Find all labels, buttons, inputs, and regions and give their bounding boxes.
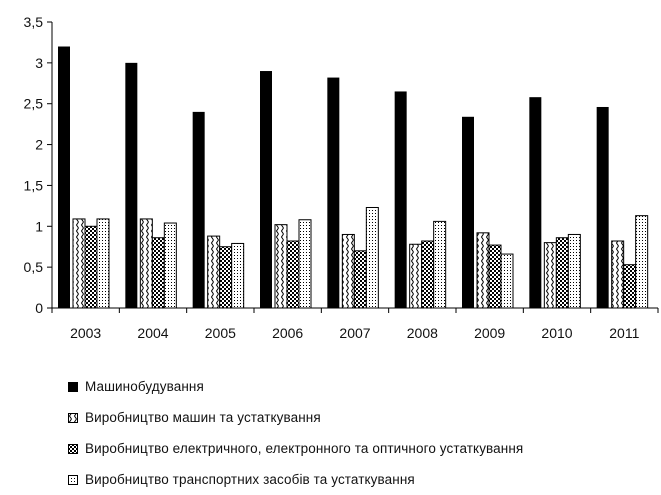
x-tick-label: 2011 (609, 325, 639, 341)
bar-2004-series-2 (139, 218, 153, 309)
bars (58, 46, 649, 309)
bar-2010-series-3 (555, 237, 569, 309)
bar-2003-series-4 (96, 218, 110, 309)
bar-2008-series-4 (433, 220, 447, 309)
y-tick-label: 0,5 (24, 259, 44, 275)
bar-2008-series-2 (409, 243, 423, 309)
y-tick-label: 3 (35, 55, 43, 71)
legend-swatch-zigzag (68, 412, 78, 423)
bar-2003-series-1 (58, 46, 70, 309)
bar-2011-series-4 (635, 215, 649, 309)
bar-2004-series-1 (125, 62, 138, 308)
bar-2007-series-1 (327, 77, 340, 309)
y-tick-label: 2,5 (24, 96, 44, 112)
legend-swatch-checker (68, 443, 78, 454)
x-tick-label: 2009 (474, 325, 505, 341)
bar-2008-series-1 (394, 91, 407, 308)
legend-swatch-dots (68, 474, 78, 485)
bar-2006-series-1 (260, 71, 272, 309)
x-tick-label: 2007 (339, 325, 370, 341)
legend: Машинобудування Виробництво машин та уст… (68, 371, 523, 495)
x-tick-label: 2008 (407, 325, 438, 341)
legend-label: Виробництво електричного, електронного т… (85, 441, 524, 456)
legend-label: Виробництво машин та устаткування (85, 410, 321, 425)
x-tick-label: 2003 (70, 325, 101, 341)
y-tick-label: 1 (35, 218, 43, 234)
bar-2004-series-4 (163, 222, 177, 309)
bar-2009-series-1 (462, 116, 474, 308)
bar-2008-series-3 (421, 240, 435, 309)
x-tick-label: 2006 (272, 325, 303, 341)
bar-2010-series-1 (529, 97, 542, 308)
bar-2010-series-2 (543, 242, 557, 309)
y-tick-label: 3,5 (24, 14, 44, 30)
bar-2005-series-4 (231, 242, 245, 309)
bar-2005-series-3 (219, 246, 233, 309)
bar-chart: 0 0,5 1 1,5 2 2,5 3 3,5 2003 2004 2005 2006 2007 2008… (24, 14, 659, 341)
legend-label: Машинобудування (85, 379, 204, 394)
bar-2006-series-3 (286, 240, 300, 309)
y-tick-label: 1,5 (24, 177, 44, 193)
legend-item-mechanical-engineering: Машинобудування (68, 371, 523, 402)
legend-item-machinery: Виробництво машин та устаткування (68, 402, 523, 433)
bar-2003-series-3 (84, 225, 98, 309)
x-tick-label: 2005 (205, 325, 236, 341)
bar-2007-series-2 (341, 233, 355, 309)
legend-swatch-solid (68, 381, 78, 392)
bar-2010-series-4 (567, 233, 581, 309)
bar-2003-series-2 (72, 218, 86, 309)
bar-2011-series-2 (611, 240, 625, 309)
bar-2009-series-4 (500, 253, 514, 309)
bar-2007-series-3 (353, 250, 367, 309)
y-tick-label: 0 (35, 300, 43, 316)
tick-labels: 0 0,5 1 1,5 2 2,5 3 3,5 2003 2004 2005 2006 2007 2008… (24, 14, 640, 341)
x-tick-label: 2010 (541, 325, 572, 341)
legend-label: Виробництво транспортних засобів та уста… (85, 472, 415, 487)
bar-2005-series-2 (207, 235, 221, 309)
bar-2006-series-2 (274, 224, 288, 309)
legend-item-transport: Виробництво транспортних засобів та уста… (68, 464, 523, 495)
bar-2007-series-4 (365, 206, 379, 309)
bar-2006-series-4 (298, 219, 312, 309)
y-tick-label: 2 (35, 137, 43, 153)
bar-2005-series-1 (192, 111, 205, 308)
bar-2009-series-3 (488, 244, 502, 309)
bar-2009-series-2 (476, 232, 490, 309)
legend-item-electrical: Виробництво електричного, електронного т… (68, 433, 523, 464)
bar-2011-series-1 (596, 106, 609, 309)
x-tick-label: 2004 (137, 325, 168, 341)
bar-2004-series-3 (151, 237, 165, 309)
bar-2011-series-3 (623, 264, 637, 309)
